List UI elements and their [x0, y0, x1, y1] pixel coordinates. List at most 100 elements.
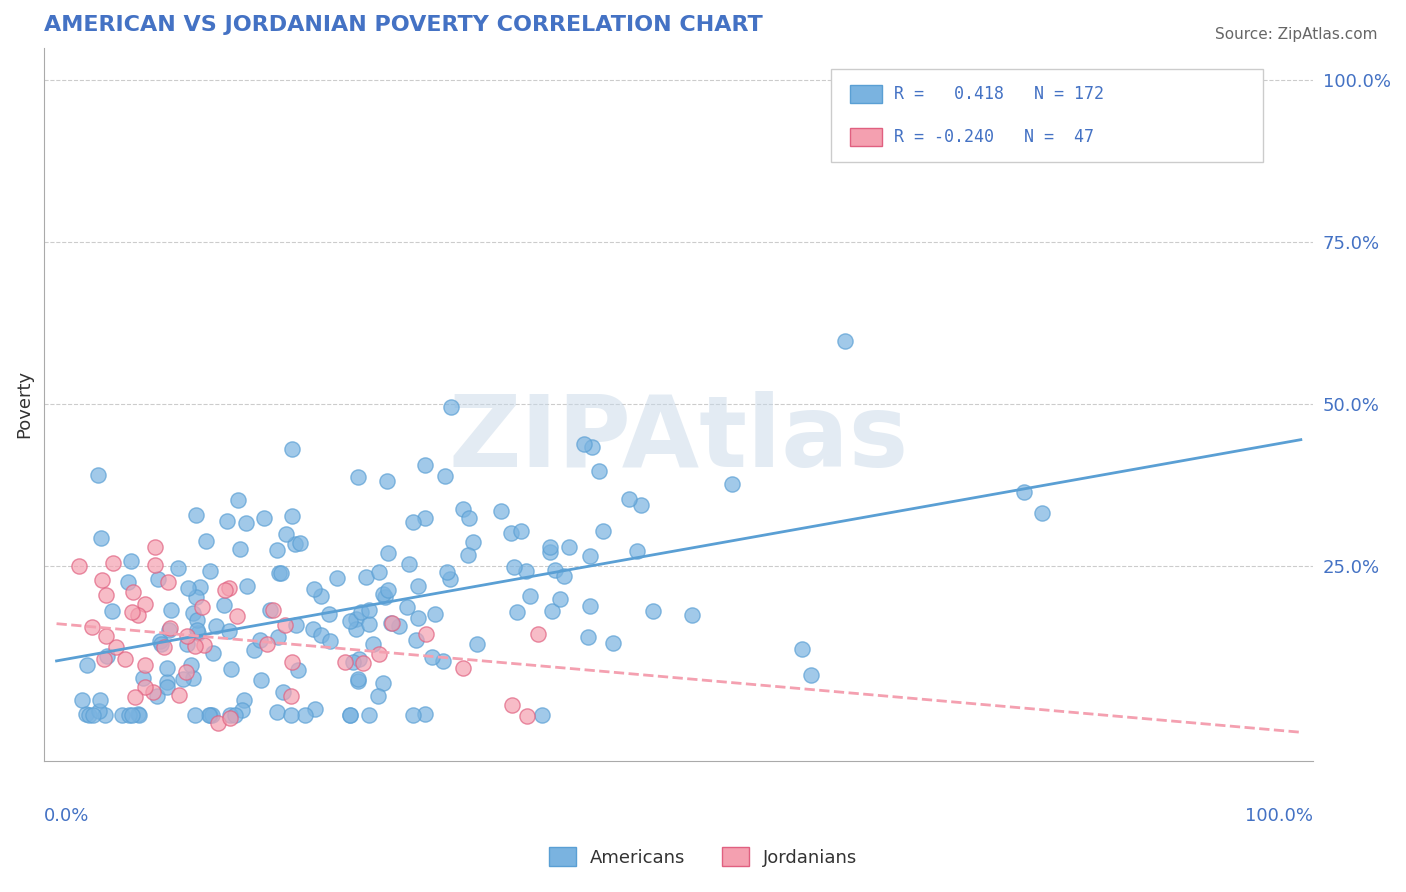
Point: [527, 627, 550, 641]
Point: [167, 560, 190, 574]
Point: [602, 636, 624, 650]
Point: [127, 707, 149, 722]
Point: [184, 639, 207, 653]
Point: [350, 605, 373, 619]
Point: [800, 668, 823, 682]
Text: 0.0%: 0.0%: [44, 807, 90, 825]
Point: [174, 665, 197, 679]
Point: [436, 565, 458, 579]
Point: [415, 626, 437, 640]
Point: [553, 569, 575, 583]
Point: [387, 619, 409, 633]
Point: [159, 621, 181, 635]
Point: [146, 689, 169, 703]
Point: [201, 646, 224, 660]
Point: [72, 693, 94, 707]
Text: AMERICAN VS JORDANIAN POVERTY CORRELATION CHART: AMERICAN VS JORDANIAN POVERTY CORRELATIO…: [44, 15, 763, 35]
Point: [377, 546, 399, 560]
Point: [302, 622, 325, 636]
Point: [134, 658, 156, 673]
Point: [502, 559, 524, 574]
Point: [118, 708, 141, 723]
Point: [269, 566, 291, 581]
Point: [146, 573, 169, 587]
Point: [231, 703, 253, 717]
Point: [90, 531, 112, 545]
Point: [451, 501, 474, 516]
Point: [347, 652, 370, 666]
Point: [579, 549, 602, 563]
Point: [558, 540, 581, 554]
Point: [515, 565, 537, 579]
Point: [346, 672, 368, 686]
Point: [280, 508, 302, 523]
Point: [538, 545, 561, 559]
Point: [273, 685, 295, 699]
Point: [212, 598, 235, 612]
Point: [76, 658, 98, 673]
Point: [229, 542, 252, 557]
Point: [440, 400, 463, 414]
Point: [491, 504, 513, 518]
Point: [193, 638, 215, 652]
Point: [117, 574, 139, 589]
Point: [371, 676, 394, 690]
Point: [309, 627, 332, 641]
Point: [156, 675, 179, 690]
Point: [375, 474, 398, 488]
Point: [342, 655, 364, 669]
Point: [124, 690, 146, 704]
Point: [356, 569, 378, 583]
Point: [121, 708, 143, 723]
Point: [274, 618, 297, 632]
Point: [326, 571, 349, 585]
Point: [643, 604, 665, 618]
Point: [101, 557, 124, 571]
Point: [284, 536, 307, 550]
Point: [82, 708, 104, 723]
Point: [134, 680, 156, 694]
FancyBboxPatch shape: [851, 128, 882, 145]
Point: [224, 708, 246, 723]
Point: [235, 516, 257, 531]
Point: [207, 715, 229, 730]
Point: [359, 603, 381, 617]
Point: [198, 564, 221, 578]
Point: [396, 600, 419, 615]
Point: [339, 708, 361, 723]
Point: [181, 671, 204, 685]
Point: [373, 587, 395, 601]
Point: [540, 604, 562, 618]
Point: [114, 652, 136, 666]
Point: [128, 708, 150, 723]
Point: [274, 527, 297, 541]
Point: [465, 637, 488, 651]
Point: [67, 559, 90, 574]
Point: [572, 436, 595, 450]
Point: [201, 708, 224, 723]
Point: [402, 708, 425, 723]
Point: [377, 583, 399, 598]
Point: [132, 671, 155, 685]
Point: [374, 591, 396, 605]
Point: [681, 607, 703, 622]
Point: [335, 655, 357, 669]
Point: [506, 605, 529, 619]
Point: [309, 590, 332, 604]
Point: [318, 607, 340, 621]
Point: [214, 582, 236, 597]
Point: [516, 709, 538, 723]
Point: [120, 553, 142, 567]
Point: [153, 640, 176, 655]
Point: [91, 573, 114, 587]
Point: [405, 632, 427, 647]
Point: [415, 510, 437, 524]
Point: [180, 658, 202, 673]
Point: [75, 706, 97, 721]
FancyBboxPatch shape: [851, 85, 882, 103]
Text: ZIPAtlas: ZIPAtlas: [449, 392, 908, 489]
Point: [249, 633, 271, 648]
Point: [367, 690, 389, 704]
Point: [463, 535, 485, 549]
Point: [226, 493, 249, 508]
